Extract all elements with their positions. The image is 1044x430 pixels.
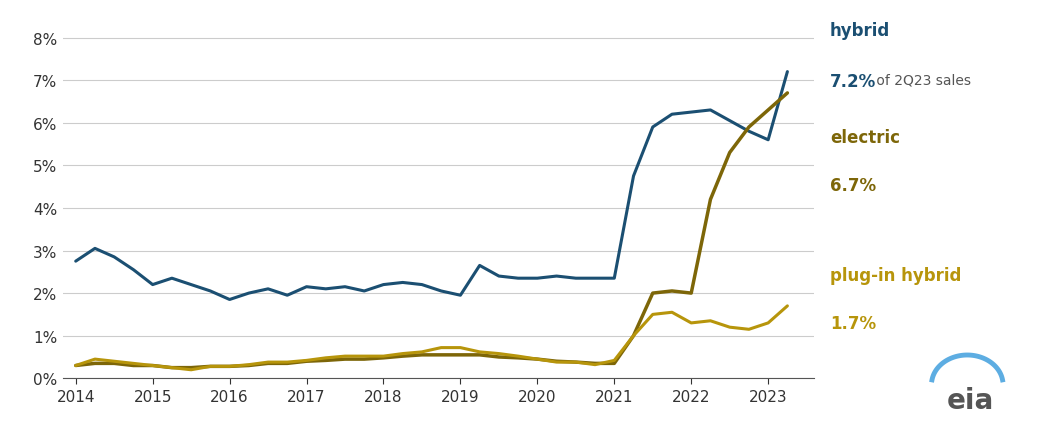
Text: 7.2%: 7.2% xyxy=(830,73,876,91)
Text: hybrid: hybrid xyxy=(830,22,891,40)
Text: eia: eia xyxy=(947,386,994,414)
Text: 6.7%: 6.7% xyxy=(830,176,876,194)
Text: electric: electric xyxy=(830,129,900,147)
Text: 1.7%: 1.7% xyxy=(830,314,876,332)
Text: plug-in hybrid: plug-in hybrid xyxy=(830,267,962,285)
Text: of 2Q23 sales: of 2Q23 sales xyxy=(872,73,971,87)
